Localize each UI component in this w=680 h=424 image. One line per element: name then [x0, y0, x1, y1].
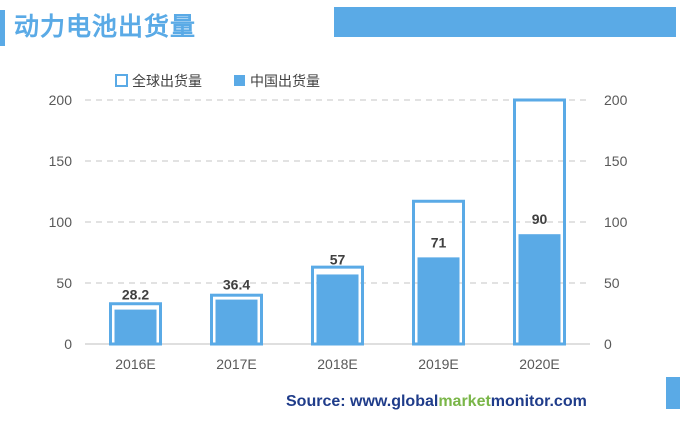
header-decoration-bar [334, 7, 676, 37]
bar-china-2020E [518, 234, 561, 344]
x-tick-label: 2016E [115, 356, 155, 372]
data-label: 57 [330, 251, 346, 267]
bars: 28.2 36.4 57 71 90 [109, 98, 566, 346]
source-suffix: .com [549, 393, 587, 410]
bar-china-2016E [114, 309, 157, 344]
bar-china-2017E [215, 299, 258, 344]
side-tab [666, 377, 680, 409]
x-tick-label: 2020E [519, 356, 559, 372]
bar-china-2018E [316, 274, 359, 344]
y-tick-label-right: 150 [604, 153, 628, 169]
chart-legend: 全球出货量 中国出货量 [115, 73, 320, 90]
y-tick-label: 100 [49, 214, 73, 230]
y-tick-label: 200 [49, 92, 73, 108]
legend-label: 全球出货量 [132, 73, 202, 90]
data-label: 71 [431, 234, 447, 250]
source-prefix: Source: www. [286, 393, 392, 410]
right-y-axis: 0 50 100 150 200 [604, 92, 628, 352]
left-y-axis: 0 50 100 150 200 [49, 92, 73, 352]
data-label: 90 [532, 211, 548, 227]
x-tick-label: 2018E [317, 356, 357, 372]
y-tick-label: 0 [64, 336, 72, 352]
source-word-market: market [438, 393, 491, 410]
data-label: 36.4 [223, 277, 250, 293]
x-tick-label: 2019E [418, 356, 458, 372]
source-word-global: global [391, 393, 439, 410]
y-tick-label-right: 0 [604, 336, 612, 352]
y-tick-label: 150 [49, 153, 73, 169]
bar-china-2019E [417, 257, 460, 344]
x-tick-label: 2017E [216, 356, 256, 372]
page-title: 动力电池出货量 [14, 12, 197, 41]
y-tick-label: 50 [56, 275, 72, 291]
x-axis: 2016E 2017E 2018E 2019E 2020E [115, 356, 559, 372]
source-word-monitor: monitor [490, 393, 550, 410]
y-tick-label-right: 50 [604, 275, 620, 291]
legend-swatch-filled [234, 75, 245, 86]
title-accent-bar [0, 10, 5, 46]
y-tick-label-right: 200 [604, 92, 628, 108]
data-label: 28.2 [122, 287, 149, 303]
legend-label: 中国出货量 [250, 73, 320, 90]
y-tick-label-right: 100 [604, 214, 628, 230]
legend-swatch-outline [115, 74, 128, 87]
source-credit: Source: www.globalmarketmonitor.com [286, 393, 587, 411]
